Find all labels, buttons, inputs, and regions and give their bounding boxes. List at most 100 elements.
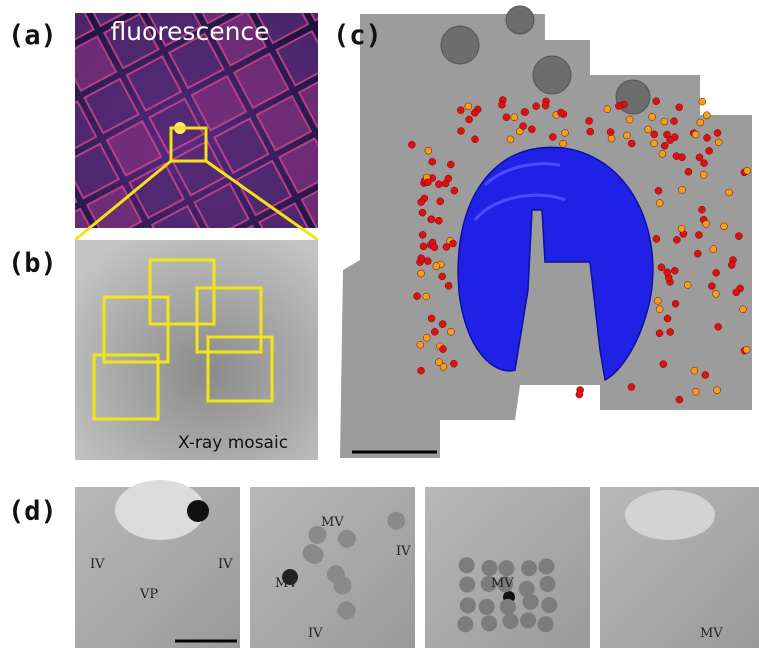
particle xyxy=(744,167,751,174)
particle xyxy=(440,363,447,370)
particle xyxy=(664,269,671,276)
particle xyxy=(466,116,473,123)
particle xyxy=(420,243,427,250)
particle xyxy=(439,321,446,328)
tile-label: MV xyxy=(321,515,344,530)
tile-label: IV xyxy=(90,557,105,572)
particle xyxy=(708,283,715,290)
particle xyxy=(626,116,633,123)
particle xyxy=(728,262,735,269)
particle xyxy=(678,154,685,161)
particle xyxy=(656,200,663,207)
particle xyxy=(587,128,594,135)
tile-label: IV xyxy=(218,557,233,572)
particle xyxy=(615,102,622,109)
panel-label: (b) xyxy=(8,248,57,279)
particle xyxy=(533,103,540,110)
particle xyxy=(440,346,447,353)
particle xyxy=(661,142,668,149)
grid-square xyxy=(22,166,76,220)
particle xyxy=(451,187,458,194)
particle xyxy=(472,136,479,143)
grid-square xyxy=(0,82,31,136)
particle xyxy=(667,329,674,336)
vesicle xyxy=(538,558,554,574)
particle xyxy=(697,119,704,126)
particle xyxy=(651,131,658,138)
particle xyxy=(560,140,567,147)
particle xyxy=(726,189,733,196)
particle xyxy=(651,140,658,147)
particle xyxy=(671,267,678,274)
vesicle xyxy=(500,599,516,615)
particle xyxy=(692,131,699,138)
particle xyxy=(418,367,425,374)
particle xyxy=(511,114,518,121)
particle xyxy=(678,225,685,232)
particle xyxy=(699,98,706,105)
tile-label: IV xyxy=(396,544,411,559)
particle xyxy=(414,293,421,300)
particle xyxy=(698,206,705,213)
particle xyxy=(423,293,430,300)
tile-label: MV xyxy=(700,626,723,641)
vesicle xyxy=(522,594,538,610)
particle xyxy=(424,179,431,186)
particle xyxy=(645,126,652,133)
particle xyxy=(715,323,722,330)
grid-square xyxy=(231,0,285,1)
particle xyxy=(604,106,611,113)
particle xyxy=(418,270,425,277)
particle xyxy=(712,290,719,297)
particle xyxy=(503,114,510,121)
particle xyxy=(702,372,709,379)
particle xyxy=(706,147,713,154)
particle xyxy=(714,129,721,136)
grid-square xyxy=(0,189,34,243)
vesicle xyxy=(481,615,497,631)
vesicle xyxy=(520,612,536,628)
particle xyxy=(607,129,614,136)
particle xyxy=(428,315,435,322)
particle xyxy=(659,150,666,157)
vesicle xyxy=(498,560,514,576)
vesicle xyxy=(482,560,498,576)
tiles xyxy=(75,480,759,648)
particle xyxy=(425,147,432,154)
particle xyxy=(703,220,710,227)
particle xyxy=(419,209,426,216)
particle xyxy=(679,186,686,193)
particle xyxy=(437,198,444,205)
particle xyxy=(557,109,564,116)
particle xyxy=(655,187,662,194)
tile-label: IV xyxy=(308,626,323,641)
particle xyxy=(447,328,454,335)
particle xyxy=(542,102,549,109)
particle xyxy=(676,396,683,403)
particle xyxy=(660,361,667,368)
particle xyxy=(701,160,708,167)
particle xyxy=(423,334,430,341)
particle xyxy=(561,129,568,136)
particle xyxy=(694,250,701,257)
vesicle xyxy=(460,597,476,613)
particle xyxy=(528,126,535,133)
particle xyxy=(433,263,440,270)
grid-square xyxy=(124,0,178,3)
particle xyxy=(419,231,426,238)
particle xyxy=(661,118,668,125)
figure: fluorescence (a) X-ray mosaic (b) (c) IV… xyxy=(0,0,759,648)
particle xyxy=(714,387,721,394)
grid-square xyxy=(0,124,54,178)
particle xyxy=(424,258,431,265)
particle xyxy=(435,181,442,188)
particle xyxy=(743,346,750,353)
particle xyxy=(703,112,710,119)
particle xyxy=(672,300,679,307)
vesicle xyxy=(338,530,356,548)
particle xyxy=(586,117,593,124)
grid-square xyxy=(5,339,59,393)
particle xyxy=(704,134,711,141)
particle xyxy=(549,133,556,140)
particle xyxy=(700,171,707,178)
